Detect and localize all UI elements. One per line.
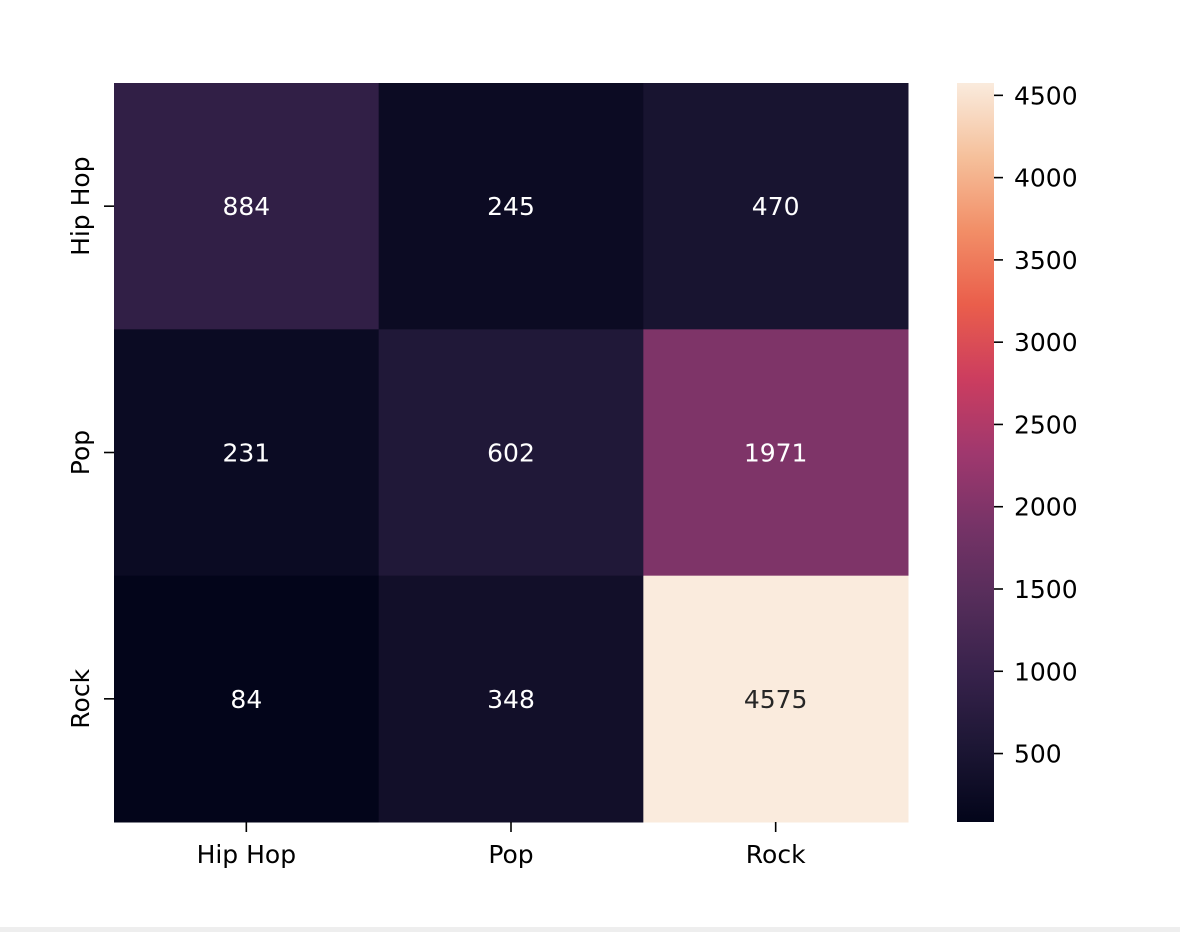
- heatmap-cell: [114, 83, 380, 330]
- bottom-edge-bar: [0, 927, 1180, 932]
- colorbar-tick-label: 2500: [1014, 410, 1078, 439]
- colorbar-gradient: [957, 83, 994, 822]
- cell-value-label: 245: [487, 192, 535, 221]
- heatmap-cell: [643, 575, 909, 823]
- heatmap-cell: [378, 83, 644, 330]
- colorbar-tick-label: 1000: [1014, 657, 1078, 686]
- colorbar-tick-label: 500: [1014, 740, 1062, 769]
- y-tick-label: Rock: [66, 668, 95, 728]
- cell-value-label: 884: [222, 192, 270, 221]
- cell-value-label: 84: [230, 685, 262, 714]
- heatmap-cells: [114, 83, 909, 823]
- cell-value-label: 348: [487, 685, 535, 714]
- y-tick-label: Hip Hop: [66, 156, 95, 256]
- heatmap-cell: [378, 329, 644, 577]
- colorbar-tick-label: 1500: [1014, 575, 1078, 604]
- colorbar-tick-label: 3500: [1014, 246, 1078, 275]
- colorbar-tick-label: 4000: [1014, 164, 1078, 193]
- colorbar-tick-label: 2000: [1014, 493, 1078, 522]
- heatmap-cell: [114, 575, 380, 823]
- x-axis: Hip Hop Pop Rock: [197, 822, 806, 869]
- y-axis: Hip Hop Pop Rock: [66, 156, 114, 729]
- colorbar-tick-label: 3000: [1014, 328, 1078, 357]
- heatmap-cell: [643, 329, 909, 577]
- x-tick-label: Hip Hop: [197, 840, 297, 869]
- cell-value-label: 1971: [744, 439, 808, 468]
- x-tick-label: Pop: [488, 840, 533, 869]
- x-tick-label: Rock: [746, 840, 806, 869]
- cell-value-label: 470: [752, 192, 800, 221]
- y-tick-label: Pop: [66, 430, 95, 475]
- cell-value-label: 602: [487, 439, 535, 468]
- colorbar: 500 1000 1500 2000 2500 3000 3500 4000 4500: [957, 81, 1078, 822]
- heatmap-cell: [378, 575, 644, 823]
- cell-annotations: 884 245 470 231 602 1971 84 348 4575: [222, 192, 807, 714]
- cell-value-label: 231: [222, 439, 270, 468]
- heatmap-cell: [114, 329, 380, 577]
- cell-value-label: 4575: [744, 685, 808, 714]
- colorbar-tick-label: 4500: [1014, 81, 1078, 110]
- heatmap-cell: [643, 83, 909, 330]
